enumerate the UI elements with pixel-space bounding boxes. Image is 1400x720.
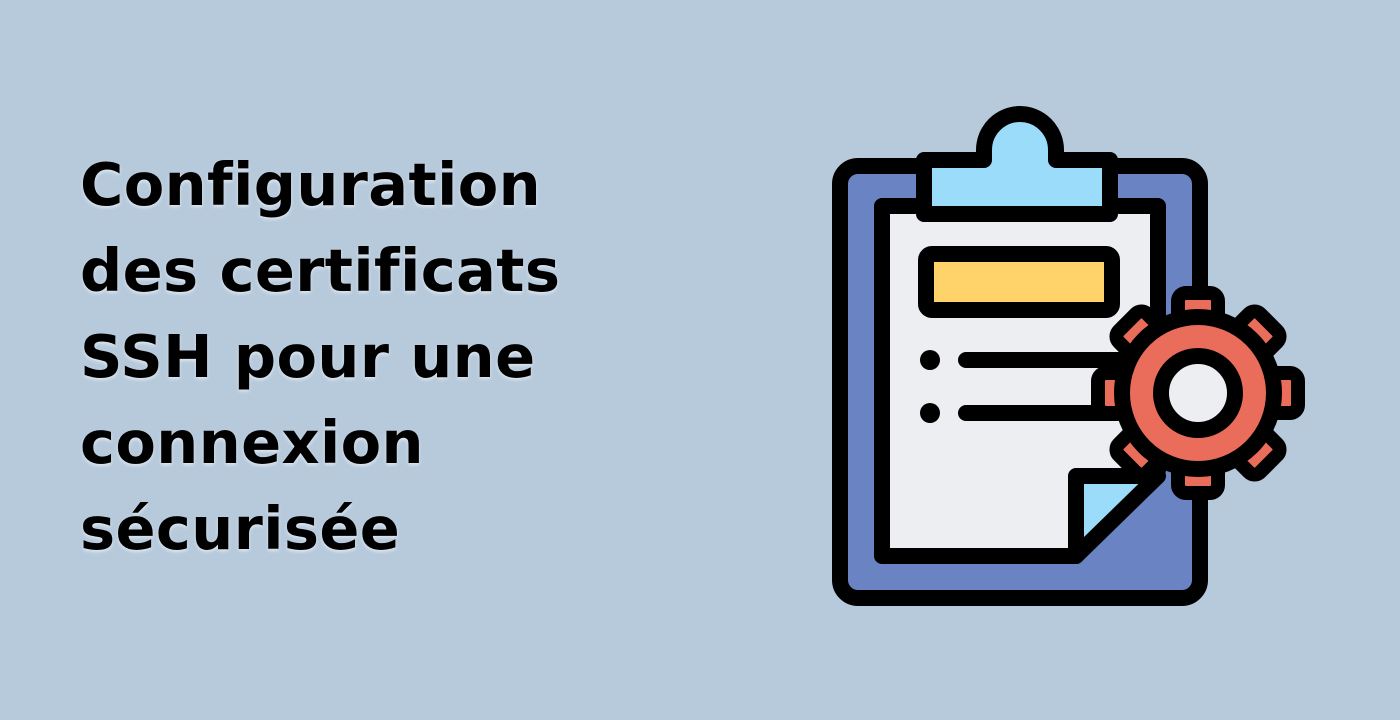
title-line-4: connexion bbox=[80, 408, 424, 477]
bullet-dot-2 bbox=[920, 403, 940, 423]
paper-fold bbox=[1068, 468, 1166, 564]
page-title: Configuration des certificats SSH pour u… bbox=[80, 142, 680, 572]
clipboard-clip bbox=[916, 106, 1118, 222]
title-line-2: des certificats bbox=[80, 236, 561, 305]
title-line-3: SSH pour une bbox=[80, 322, 536, 391]
title-line-5: sécurisée bbox=[80, 494, 401, 563]
title-line-1: Configuration bbox=[80, 150, 542, 219]
header-bar bbox=[918, 246, 1120, 318]
bullet-dot-1 bbox=[920, 350, 940, 370]
clipboard-settings-icon bbox=[820, 95, 1310, 620]
gear-icon bbox=[1091, 286, 1305, 500]
